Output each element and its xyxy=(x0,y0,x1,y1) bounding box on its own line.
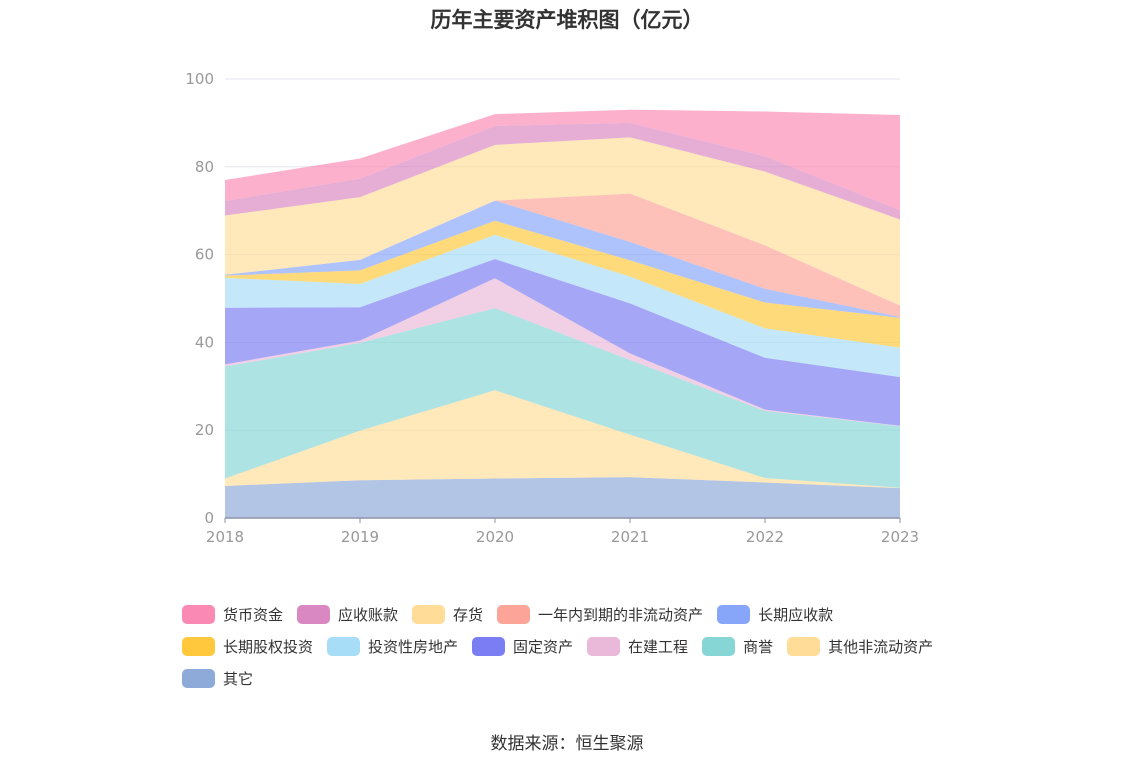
area-series-1 xyxy=(225,390,900,489)
legend-label: 其他非流动资产 xyxy=(828,637,934,656)
legend-item[interactable]: 长期股权投资 xyxy=(182,636,313,657)
x-tick-label: 2023 xyxy=(881,528,919,546)
y-tick-label: 60 xyxy=(195,246,214,264)
area-series-10 xyxy=(225,122,900,220)
legend-item[interactable]: 存货 xyxy=(412,604,483,625)
area-series-9 xyxy=(225,137,900,306)
legend-item[interactable]: 商誉 xyxy=(702,636,773,657)
legend-swatch xyxy=(297,604,331,624)
legend-swatch xyxy=(587,636,621,656)
y-tick-label: 20 xyxy=(195,421,214,439)
y-tick-label: 80 xyxy=(195,158,214,176)
x-tick-label: 2019 xyxy=(341,528,379,546)
legend-label: 在建工程 xyxy=(628,637,689,656)
legend-item[interactable]: 其他非流动资产 xyxy=(787,636,933,657)
legend-item[interactable]: 固定资产 xyxy=(472,636,573,657)
y-tick-label: 40 xyxy=(195,333,214,351)
legend-swatch xyxy=(412,604,446,624)
legend-row: 其它 xyxy=(182,662,982,694)
legend-swatch xyxy=(182,668,215,688)
legend-swatch xyxy=(787,636,821,656)
area-series-2 xyxy=(225,308,900,488)
legend-row: 长期股权投资 投资性房地产 固定资产 在建工程 商誉 其他非流动资产 xyxy=(182,630,982,662)
legend-label: 一年内到期的非流动资产 xyxy=(538,605,704,624)
chart-title: 历年主要资产堆积图（亿元） xyxy=(430,8,704,32)
legend-label: 长期应收款 xyxy=(758,605,834,624)
legend-label: 货币资金 xyxy=(223,605,284,624)
legend-item[interactable]: 在建工程 xyxy=(587,636,688,657)
area-series-8 xyxy=(225,193,900,317)
x-tick-label: 2021 xyxy=(611,528,649,546)
legend-label: 应收账款 xyxy=(338,605,399,624)
legend-label: 存货 xyxy=(453,605,484,624)
area-series-0 xyxy=(225,477,900,518)
axes: 0 20 40 60 80 100 2018 2019 2020 2021 2022 2023 xyxy=(185,70,919,546)
legend-item[interactable]: 长期应收款 xyxy=(717,604,833,625)
area-series-5 xyxy=(225,234,900,378)
legend-swatch xyxy=(182,604,215,624)
legend-item[interactable]: 其它 xyxy=(182,668,253,689)
legend-row: 货币资金 应收账款 存货 一年内到期的非流动资产 长期应收款 xyxy=(182,598,982,630)
x-tick-label: 2020 xyxy=(476,528,514,546)
legend-label: 长期股权投资 xyxy=(223,637,314,656)
area-series-7 xyxy=(225,200,900,318)
legend-swatch xyxy=(702,636,736,656)
legend-item[interactable]: 应收账款 xyxy=(297,604,398,625)
chart-plot: 0 20 40 60 80 100 2018 2019 2020 2021 2022 2023 xyxy=(185,70,919,546)
area-series-6 xyxy=(225,220,900,348)
legend-label: 固定资产 xyxy=(513,637,574,656)
y-tick-label: 100 xyxy=(185,70,214,88)
legend-swatch xyxy=(717,604,751,624)
legend-label: 商誉 xyxy=(743,637,774,656)
x-tick-label: 2022 xyxy=(746,528,784,546)
legend-swatch xyxy=(327,636,361,656)
y-tick-label: 0 xyxy=(204,509,214,527)
legend-swatch xyxy=(182,636,215,656)
area-series-4 xyxy=(225,258,900,426)
legend-item[interactable]: 货币资金 xyxy=(182,604,283,625)
legend-label: 投资性房地产 xyxy=(368,637,459,656)
source-note: 数据来源：恒生聚源 xyxy=(490,734,644,754)
legend-item[interactable]: 一年内到期的非流动资产 xyxy=(497,604,703,625)
legend: 货币资金 应收账款 存货 一年内到期的非流动资产 长期应收款长期股权投资 投资性房地产 固定… xyxy=(182,598,982,694)
legend-label: 其它 xyxy=(223,669,254,688)
area-series-11 xyxy=(225,109,900,211)
legend-item[interactable]: 投资性房地产 xyxy=(327,636,458,657)
area-series xyxy=(225,109,900,518)
legend-swatch xyxy=(472,636,506,656)
legend-swatch xyxy=(497,604,531,624)
x-tick-label: 2018 xyxy=(206,528,244,546)
